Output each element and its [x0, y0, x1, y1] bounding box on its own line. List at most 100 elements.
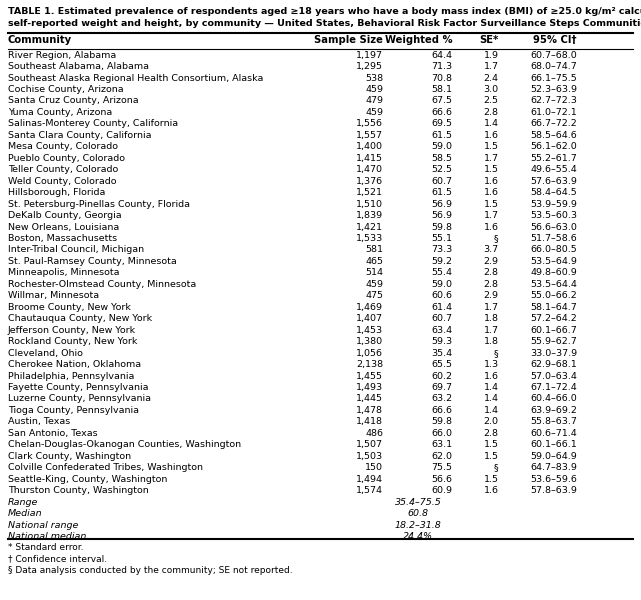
Text: St. Petersburg-Pinellas County, Florida: St. Petersburg-Pinellas County, Florida [8, 200, 190, 209]
Text: 55.0–66.2: 55.0–66.2 [530, 292, 577, 301]
Text: 1.9: 1.9 [484, 50, 499, 59]
Text: 60.6: 60.6 [431, 292, 453, 301]
Text: 486: 486 [365, 429, 383, 438]
Text: §: § [494, 349, 499, 358]
Text: § Data analysis conducted by the community; SE not reported.: § Data analysis conducted by the communi… [8, 566, 292, 575]
Text: 57.6–63.9: 57.6–63.9 [530, 176, 577, 185]
Text: 59.8: 59.8 [431, 418, 453, 427]
Text: 59.0: 59.0 [431, 280, 453, 289]
Text: 95% CI†: 95% CI† [533, 35, 577, 45]
Text: 66.1–75.5: 66.1–75.5 [530, 74, 577, 83]
Text: 1,380: 1,380 [356, 337, 383, 346]
Text: Boston, Massachusetts: Boston, Massachusetts [8, 234, 117, 243]
Text: 2.8: 2.8 [484, 268, 499, 277]
Text: 1.6: 1.6 [484, 371, 499, 380]
Text: 63.1: 63.1 [431, 440, 453, 449]
Text: 56.9: 56.9 [431, 200, 453, 209]
Text: 1,197: 1,197 [356, 50, 383, 59]
Text: Chelan-Douglas-Okanogan Counties, Washington: Chelan-Douglas-Okanogan Counties, Washin… [8, 440, 241, 449]
Text: 62.9–68.1: 62.9–68.1 [530, 360, 577, 369]
Text: 1.5: 1.5 [484, 440, 499, 449]
Text: Philadelphia, Pennsylvania: Philadelphia, Pennsylvania [8, 371, 134, 380]
Text: Santa Cruz County, Arizona: Santa Cruz County, Arizona [8, 97, 138, 106]
Text: 71.3: 71.3 [431, 62, 453, 71]
Text: 1,421: 1,421 [356, 223, 383, 232]
Text: 1.4: 1.4 [484, 406, 499, 415]
Text: 66.7–72.2: 66.7–72.2 [530, 119, 577, 128]
Text: Fayette County, Pennsylvania: Fayette County, Pennsylvania [8, 383, 148, 392]
Text: Weld County, Colorado: Weld County, Colorado [8, 176, 116, 185]
Text: 1.7: 1.7 [484, 154, 499, 163]
Text: 60.9: 60.9 [431, 486, 453, 495]
Text: 55.4: 55.4 [431, 268, 453, 277]
Text: 60.6–71.4: 60.6–71.4 [530, 429, 577, 438]
Text: 2.8: 2.8 [484, 108, 499, 117]
Text: 2.9: 2.9 [484, 257, 499, 266]
Text: Southeast Alabama, Alabama: Southeast Alabama, Alabama [8, 62, 149, 71]
Text: 1,574: 1,574 [356, 486, 383, 495]
Text: 1.7: 1.7 [484, 211, 499, 220]
Text: 1,400: 1,400 [356, 142, 383, 151]
Text: 59.3: 59.3 [431, 337, 453, 346]
Text: 1,376: 1,376 [356, 176, 383, 185]
Text: Broome County, New York: Broome County, New York [8, 303, 131, 312]
Text: 1,556: 1,556 [356, 119, 383, 128]
Text: 60.7: 60.7 [431, 314, 453, 323]
Text: Austin, Texas: Austin, Texas [8, 418, 70, 427]
Text: 55.9–62.7: 55.9–62.7 [530, 337, 577, 346]
Text: New Orleans, Louisiana: New Orleans, Louisiana [8, 223, 119, 232]
Text: 58.1: 58.1 [431, 85, 453, 94]
Text: 58.5–64.6: 58.5–64.6 [530, 131, 577, 140]
Text: 56.6: 56.6 [431, 475, 453, 484]
Text: 1,494: 1,494 [356, 475, 383, 484]
Text: Chautauqua County, New York: Chautauqua County, New York [8, 314, 152, 323]
Text: 514: 514 [365, 268, 383, 277]
Text: 479: 479 [365, 97, 383, 106]
Text: 459: 459 [365, 85, 383, 94]
Text: Pueblo County, Colorado: Pueblo County, Colorado [8, 154, 125, 163]
Text: 581: 581 [365, 245, 383, 254]
Text: 33.0–37.9: 33.0–37.9 [529, 349, 577, 358]
Text: 66.0: 66.0 [431, 429, 453, 438]
Text: 1.4: 1.4 [484, 383, 499, 392]
Text: 60.1–66.7: 60.1–66.7 [530, 326, 577, 335]
Text: 459: 459 [365, 280, 383, 289]
Text: 2.9: 2.9 [484, 292, 499, 301]
Text: 1,455: 1,455 [356, 371, 383, 380]
Text: 1,407: 1,407 [356, 314, 383, 323]
Text: 1.6: 1.6 [484, 176, 499, 185]
Text: Seattle-King, County, Washington: Seattle-King, County, Washington [8, 475, 167, 484]
Text: Yuma County, Arizona: Yuma County, Arizona [8, 108, 112, 117]
Text: 75.5: 75.5 [431, 463, 453, 472]
Text: 1.3: 1.3 [483, 360, 499, 369]
Text: Jefferson County, New York: Jefferson County, New York [8, 326, 136, 335]
Text: 66.0–80.5: 66.0–80.5 [530, 245, 577, 254]
Text: 60.7: 60.7 [431, 176, 453, 185]
Text: † Confidence interval.: † Confidence interval. [8, 554, 107, 563]
Text: 57.8–63.9: 57.8–63.9 [530, 486, 577, 495]
Text: 1.7: 1.7 [484, 303, 499, 312]
Text: 60.2: 60.2 [431, 371, 453, 380]
Text: 61.5: 61.5 [431, 188, 453, 197]
Text: 64.4: 64.4 [431, 50, 453, 59]
Text: §: § [494, 234, 499, 243]
Text: 2.8: 2.8 [484, 429, 499, 438]
Text: 57.0–63.4: 57.0–63.4 [530, 371, 577, 380]
Text: 67.5: 67.5 [431, 97, 453, 106]
Text: self-reported weight and height, by community — United States, Behavioral Risk F: self-reported weight and height, by comm… [8, 19, 641, 28]
Text: 459: 459 [365, 108, 383, 117]
Text: 2.8: 2.8 [484, 280, 499, 289]
Text: 63.4: 63.4 [431, 326, 453, 335]
Text: 1.5: 1.5 [484, 200, 499, 209]
Text: 51.7–58.6: 51.7–58.6 [530, 234, 577, 243]
Text: St. Paul-Ramsey County, Minnesota: St. Paul-Ramsey County, Minnesota [8, 257, 176, 266]
Text: 1.6: 1.6 [484, 188, 499, 197]
Text: 67.1–72.4: 67.1–72.4 [530, 383, 577, 392]
Text: 538: 538 [365, 74, 383, 83]
Text: 61.0–72.1: 61.0–72.1 [530, 108, 577, 117]
Text: 66.6: 66.6 [431, 108, 453, 117]
Text: 63.9–69.2: 63.9–69.2 [530, 406, 577, 415]
Text: 1,469: 1,469 [356, 303, 383, 312]
Text: 68.0–74.7: 68.0–74.7 [530, 62, 577, 71]
Text: 475: 475 [365, 292, 383, 301]
